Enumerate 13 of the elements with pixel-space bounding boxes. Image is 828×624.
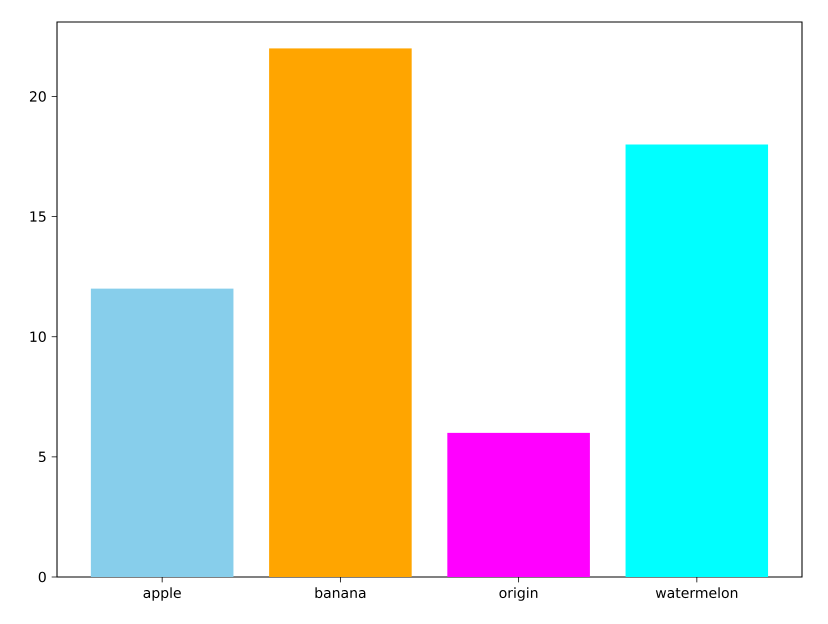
x-tick-label: origin — [499, 587, 538, 601]
bar — [447, 432, 590, 577]
x-tick-label: apple — [144, 587, 181, 601]
x-tick-label: watermelon — [656, 587, 738, 598]
x-tick-label: banana — [315, 587, 366, 598]
y-tick-label: 10 — [30, 331, 46, 342]
bar — [626, 144, 768, 577]
bar — [90, 288, 234, 577]
y-tick-label: 20 — [30, 91, 46, 102]
y-tick-label: 15 — [30, 211, 46, 222]
y-tick-label: 5 — [38, 452, 46, 462]
y-tick-label: 0 — [38, 572, 46, 582]
bar — [269, 48, 412, 577]
